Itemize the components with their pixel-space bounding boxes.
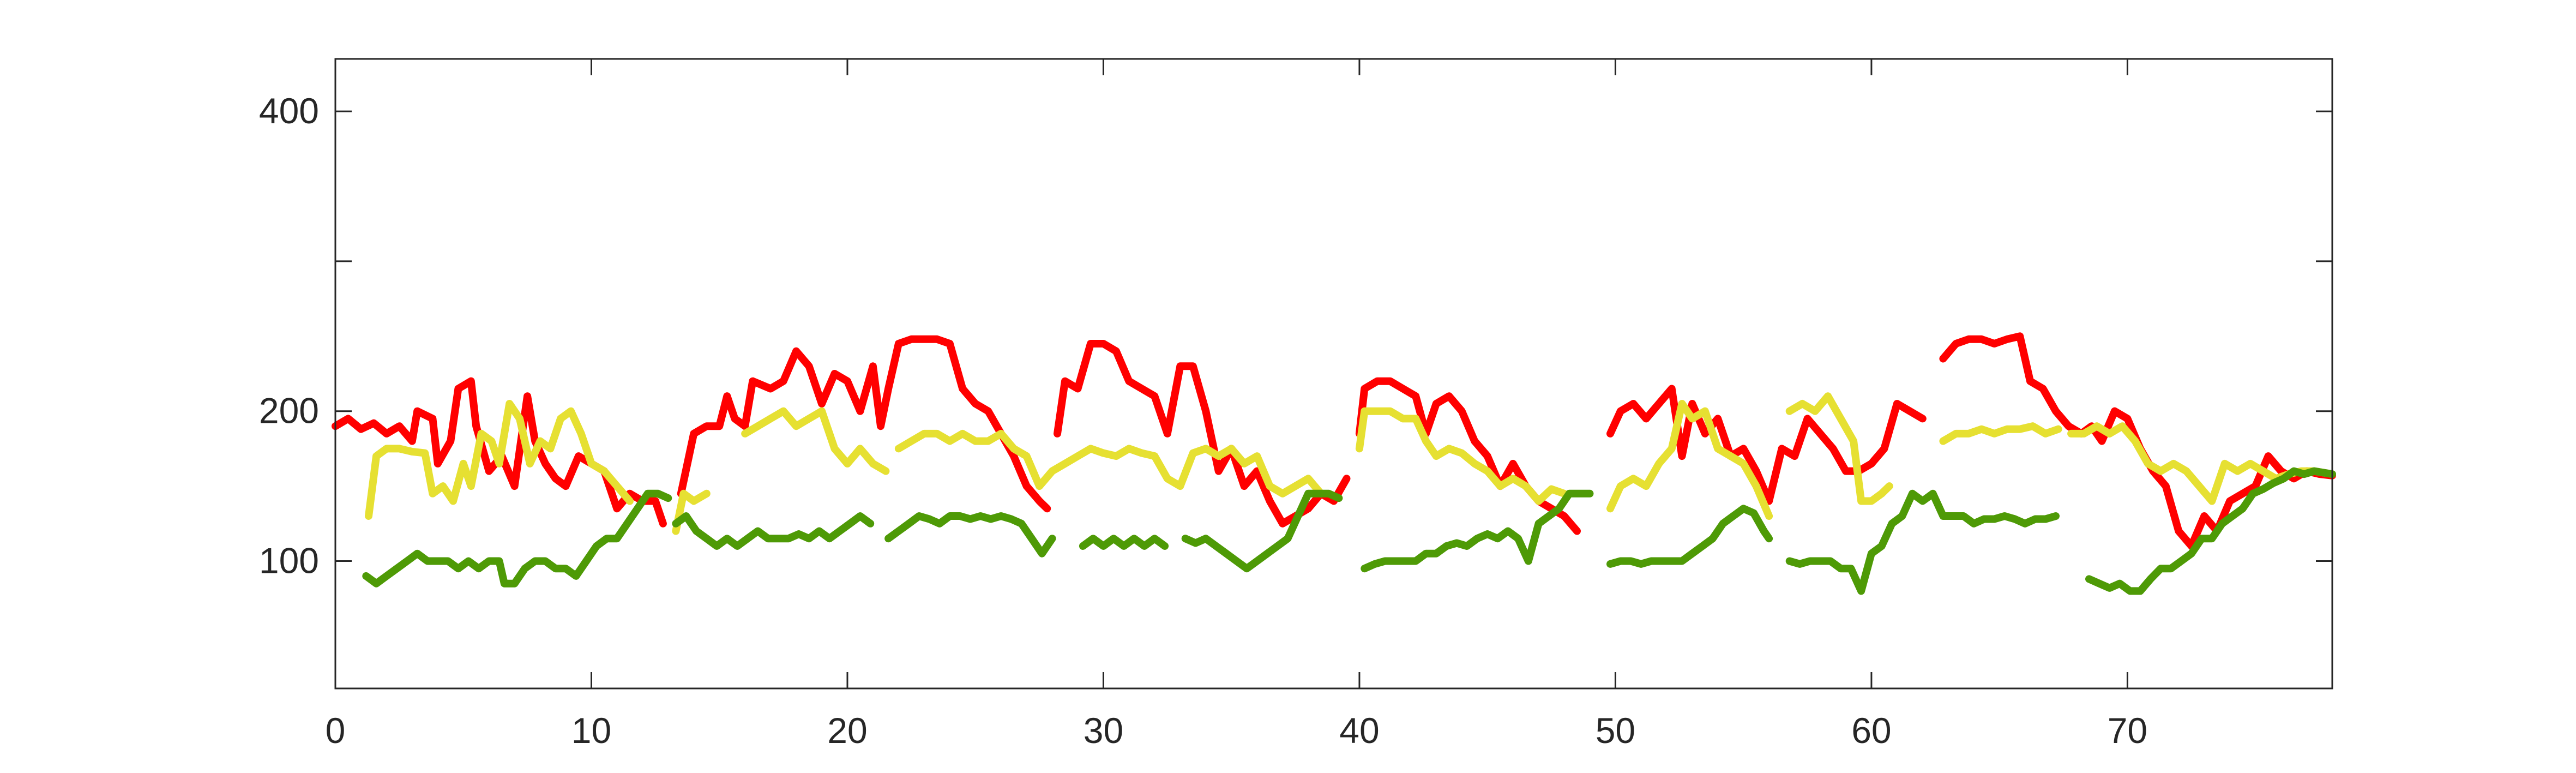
x-tick-label-60: 60 (1851, 710, 1891, 751)
series-3 (362, 467, 2336, 595)
x-tick-label-40: 40 (1339, 710, 1379, 751)
series-2-segment-4 (894, 429, 1325, 498)
x-tick-label-20: 20 (827, 710, 867, 751)
series-1-segment-5 (1606, 385, 1927, 505)
series-3-segment-4 (1079, 535, 1169, 550)
x-tick-label-10: 10 (571, 710, 611, 751)
x-tick-label-50: 50 (1596, 710, 1635, 751)
y-tick-label-400: 400 (259, 91, 319, 131)
y-tick-label-200: 200 (259, 391, 319, 431)
series-2-segment-8 (1939, 422, 2062, 445)
series-2-segment-3 (741, 407, 890, 475)
series-3-segment-7 (1606, 505, 1773, 568)
ticks-layer: 0 10 20 30 40 50 60 70 100 200 400 (259, 59, 2332, 751)
plot-area-frame (334, 58, 2333, 690)
y-tick-label-100: 100 (259, 540, 319, 580)
series-2-segment-2 (672, 489, 711, 535)
series-3-segment-1 (362, 489, 672, 588)
series-3-segment-6 (1361, 489, 1594, 573)
series-3-segment-3 (884, 512, 1056, 558)
x-tick-label-0: 0 (326, 710, 346, 751)
series-2-segment-1 (365, 400, 634, 520)
series-3-segment-5 (1181, 489, 1343, 573)
series-3-segment-8 (1785, 489, 2060, 595)
series-1-segment-6 (1939, 332, 2336, 550)
series-layer (332, 332, 2336, 595)
series-1-segment-2 (677, 335, 1051, 513)
series-2-segment-6 (1606, 400, 1773, 520)
x-tick-label-70: 70 (2108, 710, 2147, 751)
series-2-segment-5 (1355, 407, 1568, 505)
series-2-segment-7 (1785, 392, 1893, 505)
series-3-segment-9 (2085, 467, 2336, 595)
x-tick-label-30: 30 (1084, 710, 1123, 751)
series-3-segment-2 (672, 512, 875, 550)
